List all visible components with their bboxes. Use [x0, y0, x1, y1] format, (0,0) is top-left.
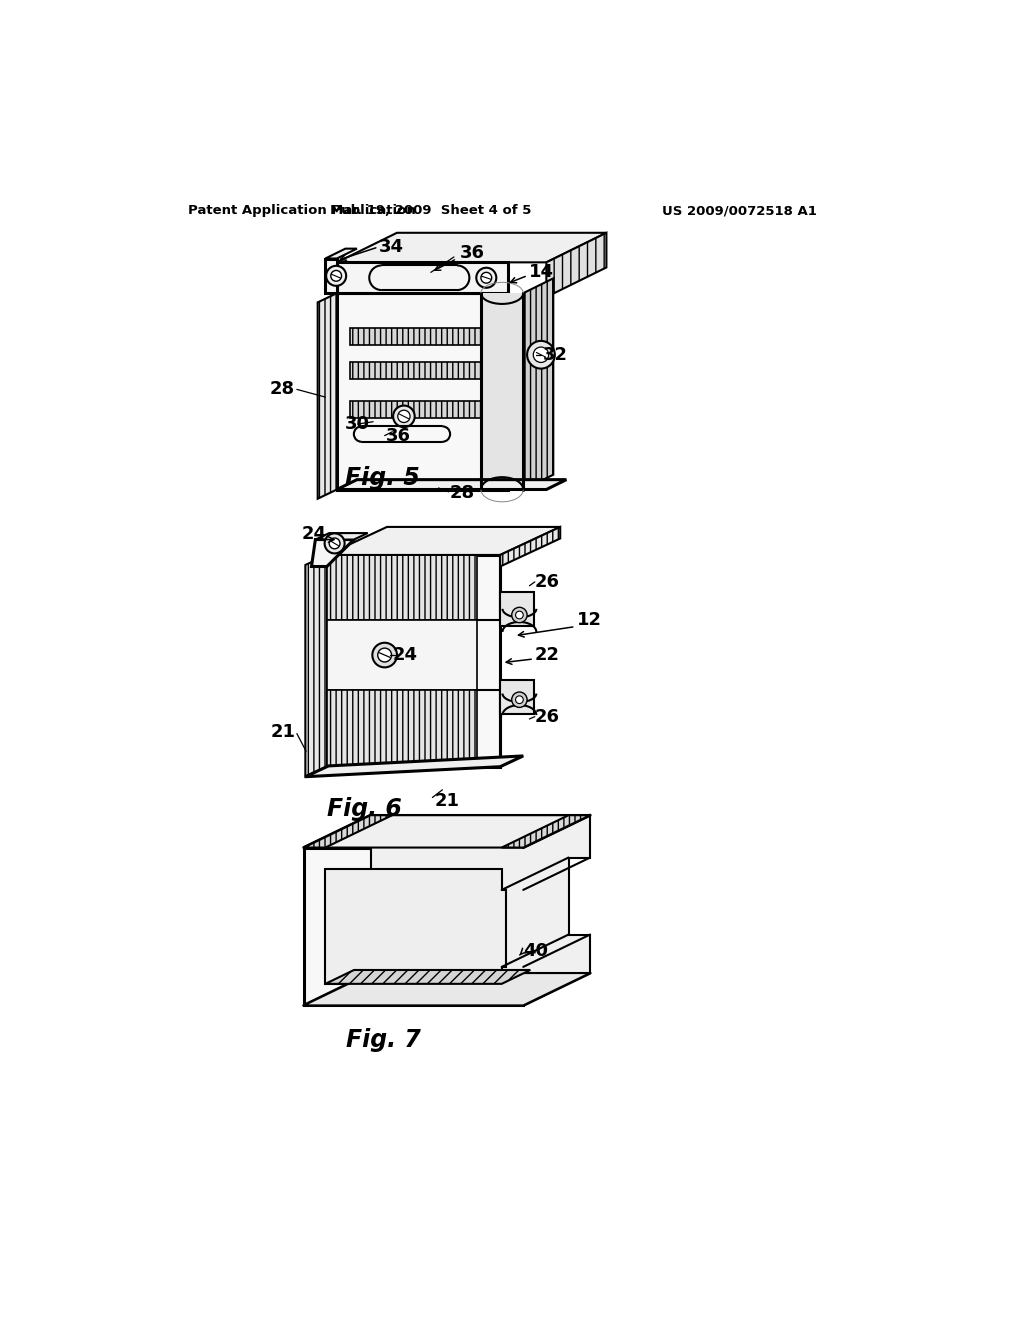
Text: 26: 26 — [535, 573, 560, 591]
Circle shape — [331, 271, 342, 281]
Text: 14: 14 — [528, 264, 554, 281]
Polygon shape — [317, 293, 337, 499]
Text: Mar. 19, 2009  Sheet 4 of 5: Mar. 19, 2009 Sheet 4 of 5 — [330, 205, 531, 218]
Text: 24: 24 — [392, 645, 418, 664]
Text: 24: 24 — [301, 525, 327, 543]
Polygon shape — [327, 620, 477, 689]
Text: 32: 32 — [543, 346, 567, 364]
Polygon shape — [337, 232, 606, 263]
Circle shape — [325, 533, 345, 553]
Circle shape — [527, 341, 555, 368]
Polygon shape — [315, 533, 368, 540]
Circle shape — [512, 607, 527, 623]
Text: 21: 21 — [435, 792, 460, 810]
Polygon shape — [326, 248, 357, 259]
Polygon shape — [337, 263, 508, 293]
Text: 34: 34 — [379, 238, 403, 256]
Polygon shape — [350, 363, 481, 379]
Circle shape — [397, 411, 410, 422]
Polygon shape — [337, 293, 508, 490]
Polygon shape — [326, 869, 506, 983]
Polygon shape — [305, 554, 327, 776]
Circle shape — [373, 643, 397, 668]
Polygon shape — [502, 816, 590, 847]
Circle shape — [393, 405, 415, 428]
Polygon shape — [326, 259, 337, 293]
Polygon shape — [350, 327, 481, 345]
Polygon shape — [523, 279, 553, 490]
Text: 22: 22 — [535, 645, 560, 664]
Polygon shape — [371, 816, 590, 973]
Polygon shape — [337, 479, 566, 490]
Text: 36: 36 — [460, 244, 484, 263]
Polygon shape — [481, 293, 523, 490]
Polygon shape — [311, 540, 354, 566]
Polygon shape — [304, 816, 590, 847]
Polygon shape — [327, 527, 560, 554]
Polygon shape — [304, 973, 590, 1006]
Circle shape — [534, 347, 549, 363]
Text: Fig. 5: Fig. 5 — [345, 466, 420, 490]
Text: 36: 36 — [386, 426, 412, 445]
Text: 21: 21 — [271, 723, 296, 741]
Circle shape — [330, 539, 340, 549]
Circle shape — [476, 268, 497, 288]
Polygon shape — [327, 554, 477, 620]
Text: 26: 26 — [535, 708, 560, 726]
Polygon shape — [547, 232, 606, 297]
Text: 40: 40 — [523, 942, 548, 961]
Text: Patent Application Publication: Patent Application Publication — [188, 205, 416, 218]
Polygon shape — [500, 527, 560, 566]
Text: US 2009/0072518 A1: US 2009/0072518 A1 — [662, 205, 817, 218]
Text: Fig. 7: Fig. 7 — [346, 1028, 421, 1052]
Circle shape — [512, 692, 527, 708]
Text: 28: 28 — [269, 380, 295, 399]
Polygon shape — [327, 554, 500, 767]
Text: Fig. 6: Fig. 6 — [327, 797, 401, 821]
Circle shape — [481, 272, 492, 284]
Polygon shape — [304, 847, 523, 1006]
Polygon shape — [500, 681, 535, 714]
Circle shape — [326, 265, 346, 286]
Polygon shape — [326, 970, 530, 983]
Circle shape — [378, 648, 391, 661]
Circle shape — [515, 696, 523, 704]
Circle shape — [515, 611, 523, 619]
Polygon shape — [327, 689, 477, 767]
Polygon shape — [304, 816, 392, 847]
Polygon shape — [350, 401, 481, 418]
Text: 12: 12 — [578, 611, 602, 630]
Polygon shape — [305, 756, 523, 776]
Polygon shape — [500, 591, 535, 626]
Text: 30: 30 — [345, 414, 370, 433]
Text: 28: 28 — [451, 484, 475, 503]
